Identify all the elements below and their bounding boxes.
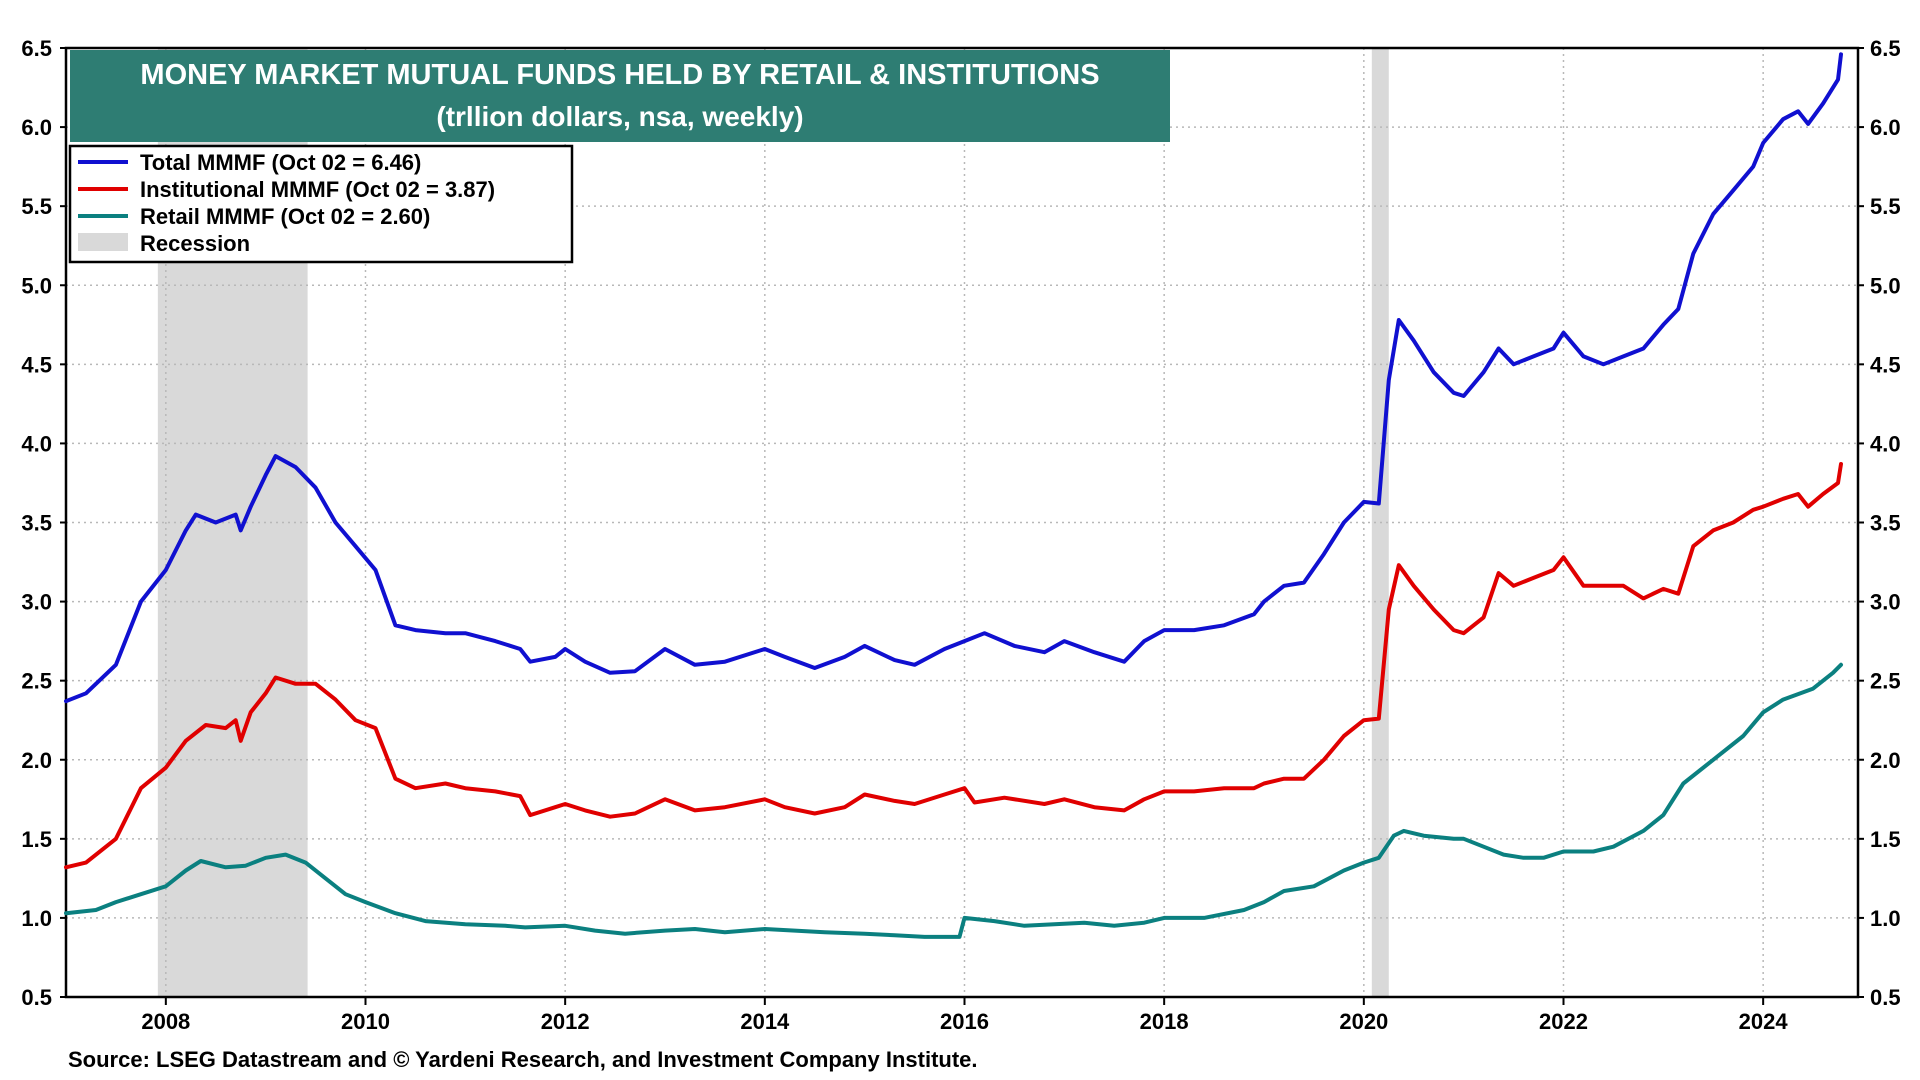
x-tick-label-2016: 2016 bbox=[940, 1009, 989, 1034]
y-tick-label-right-5.5: 5.5 bbox=[1870, 194, 1901, 219]
y-tick-label-left-1.5: 1.5 bbox=[21, 827, 52, 852]
y-tick-label-left-0.5: 0.5 bbox=[21, 985, 52, 1010]
chart-title: MONEY MARKET MUTUAL FUNDS HELD BY RETAIL… bbox=[140, 59, 1099, 91]
legend-box bbox=[68, 144, 574, 264]
y-tick-label-right-1.0: 1.0 bbox=[1870, 906, 1901, 931]
x-tick-label-2008: 2008 bbox=[141, 1009, 190, 1034]
y-tick-label-left-3.5: 3.5 bbox=[21, 511, 52, 536]
legend-label-retail: Retail MMMF (Oct 02 = 2.60) bbox=[140, 204, 430, 229]
legend-swatch-recession bbox=[78, 233, 128, 251]
x-tick-label-2020: 2020 bbox=[1339, 1009, 1388, 1034]
y-tick-label-right-6.5: 6.5 bbox=[1870, 36, 1901, 61]
y-tick-label-right-3.5: 3.5 bbox=[1870, 511, 1901, 536]
x-tick-label-2010: 2010 bbox=[341, 1009, 390, 1034]
source-note: Source: LSEG Datastream and © Yardeni Re… bbox=[68, 1047, 978, 1072]
y-tick-label-right-4.0: 4.0 bbox=[1870, 431, 1901, 456]
y-tick-label-right-4.5: 4.5 bbox=[1870, 352, 1901, 377]
y-tick-label-left-4.5: 4.5 bbox=[21, 352, 52, 377]
y-tick-label-right-2.5: 2.5 bbox=[1870, 669, 1901, 694]
y-tick-label-left-1.0: 1.0 bbox=[21, 906, 52, 931]
x-tick-label-2024: 2024 bbox=[1739, 1009, 1789, 1034]
legend: Total MMMF (Oct 02 = 6.46) Institutional… bbox=[68, 144, 574, 264]
y-tick-label-left-2.0: 2.0 bbox=[21, 748, 52, 773]
axes: 0.5 0.5 1.0 1.0 1.5 1.5 2.0 2.0 2.5 2.5 3.0 3.0 3.5 3… bbox=[21, 36, 1900, 1034]
y-tick-label-right-0.5: 0.5 bbox=[1870, 985, 1901, 1010]
y-tick-label-left-6.0: 6.0 bbox=[21, 115, 52, 140]
title-box: MONEY MARKET MUTUAL FUNDS HELD BY RETAIL… bbox=[70, 50, 1170, 142]
y-tick-label-right-2.0: 2.0 bbox=[1870, 748, 1901, 773]
y-tick-label-right-6.0: 6.0 bbox=[1870, 115, 1901, 140]
series-lines bbox=[64, 52, 1843, 939]
x-tick-label-2018: 2018 bbox=[1140, 1009, 1189, 1034]
y-tick-label-left-2.5: 2.5 bbox=[21, 669, 52, 694]
retail-mmmf-line bbox=[64, 662, 1843, 939]
y-tick-label-left-4.0: 4.0 bbox=[21, 431, 52, 456]
total-mmmf-line bbox=[64, 52, 1843, 704]
y-tick-label-left-3.0: 3.0 bbox=[21, 590, 52, 615]
y-tick-label-left-5.5: 5.5 bbox=[21, 194, 52, 219]
y-tick-label-right-1.5: 1.5 bbox=[1870, 827, 1901, 852]
x-tick-label-2022: 2022 bbox=[1539, 1009, 1588, 1034]
legend-label-total: Total MMMF (Oct 02 = 6.46) bbox=[140, 150, 421, 175]
x-tick-label-2014: 2014 bbox=[740, 1009, 790, 1034]
chart-subtitle: (trllion dollars, nsa, weekly) bbox=[436, 101, 803, 132]
y-tick-label-right-5.0: 5.0 bbox=[1870, 273, 1901, 298]
institutional-mmmf-line bbox=[64, 462, 1843, 870]
legend-label-institutional: Institutional MMMF (Oct 02 = 3.87) bbox=[140, 177, 495, 202]
x-tick-label-2012: 2012 bbox=[541, 1009, 590, 1034]
title-background bbox=[70, 50, 1170, 142]
y-tick-label-left-5.0: 5.0 bbox=[21, 273, 52, 298]
y-tick-label-right-3.0: 3.0 bbox=[1870, 590, 1901, 615]
legend-label-recession: Recession bbox=[140, 231, 250, 256]
y-tick-label-left-6.5: 6.5 bbox=[21, 36, 52, 61]
